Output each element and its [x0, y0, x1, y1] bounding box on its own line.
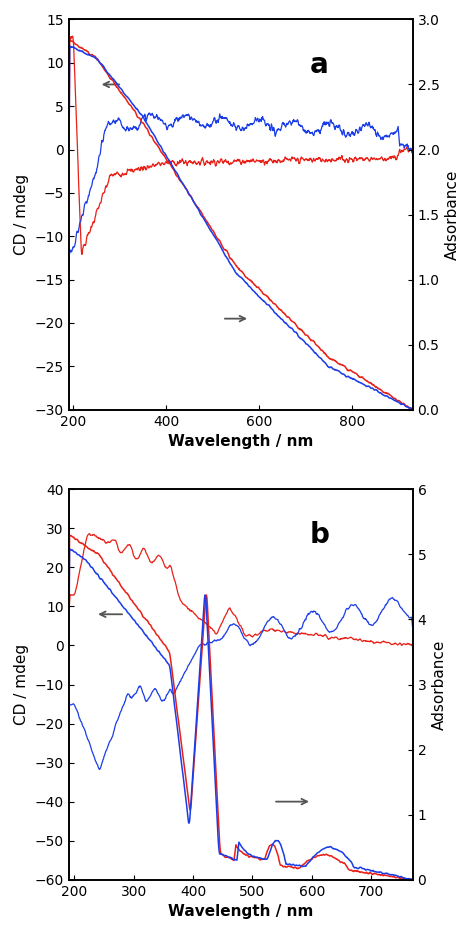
Text: b: b [310, 521, 329, 549]
Y-axis label: CD / mdeg: CD / mdeg [14, 174, 29, 255]
Text: a: a [310, 50, 328, 78]
Y-axis label: CD / mdeg: CD / mdeg [14, 644, 29, 725]
X-axis label: Wavelength / nm: Wavelength / nm [168, 904, 313, 919]
Y-axis label: Adsorbance: Adsorbance [432, 639, 447, 730]
X-axis label: Wavelength / nm: Wavelength / nm [168, 434, 313, 449]
Y-axis label: Adsorbance: Adsorbance [445, 170, 460, 259]
